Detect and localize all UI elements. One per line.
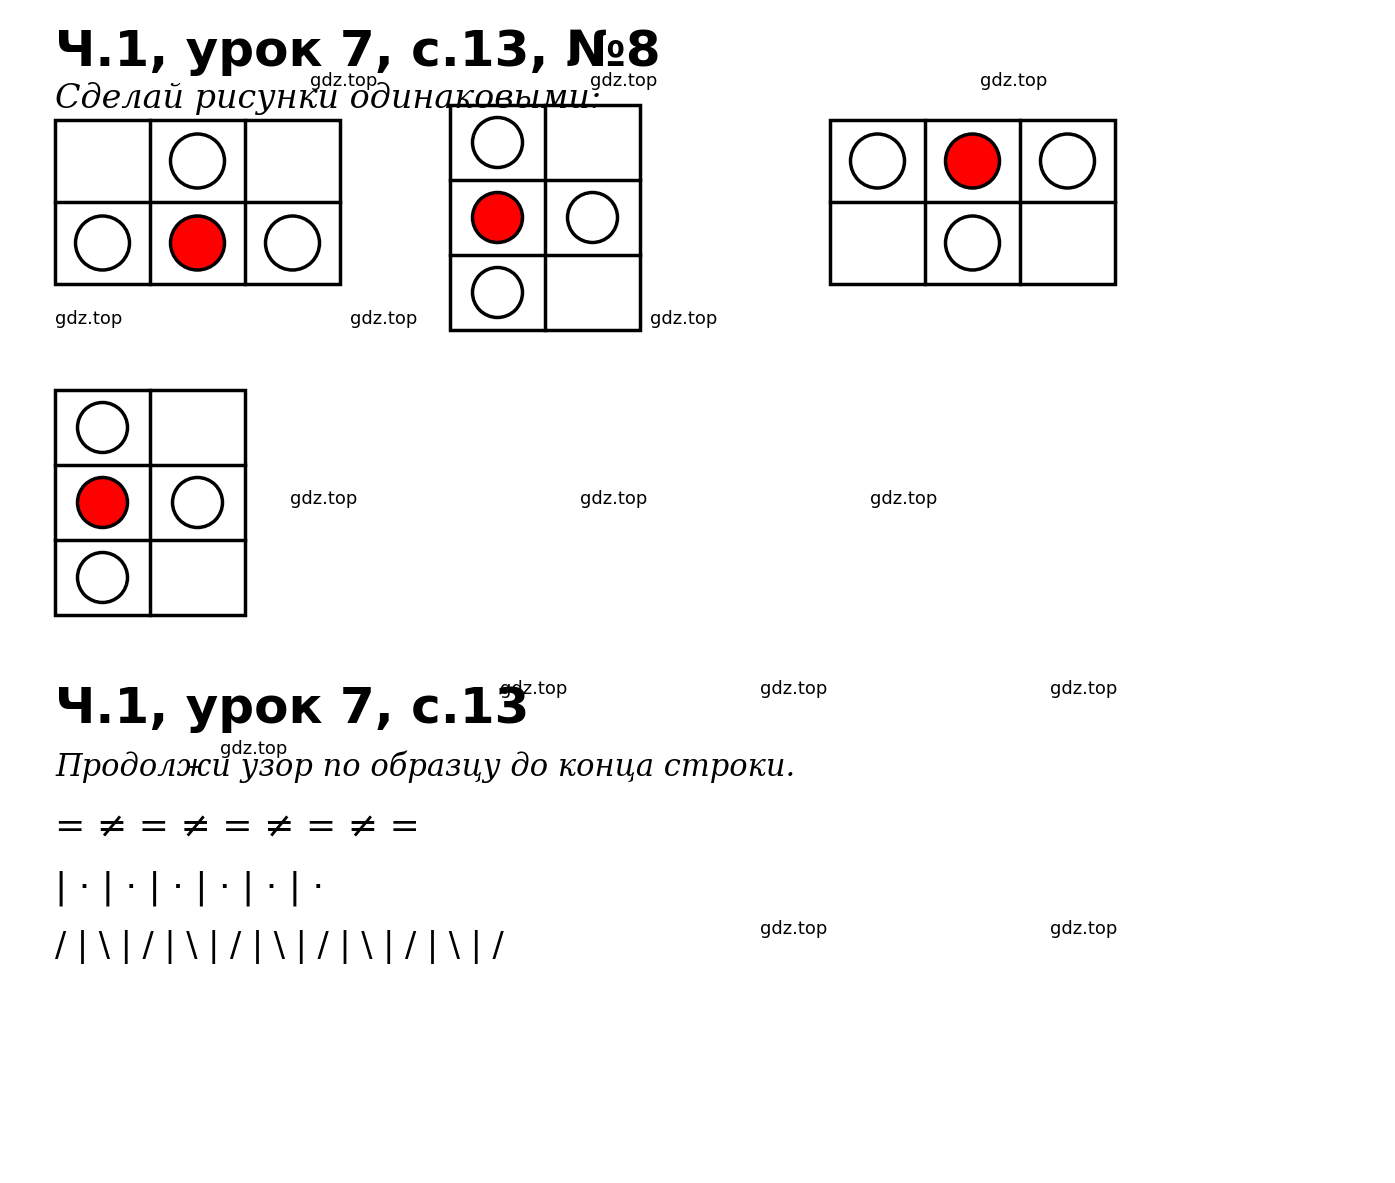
Text: gdz.top: gdz.top [650,310,717,328]
Text: gdz.top: gdz.top [310,72,378,90]
Text: gdz.top: gdz.top [350,310,417,328]
Circle shape [946,134,999,188]
Text: | · | · | · | · | · | ·: | · | · | · | · | · | · [54,870,324,905]
Circle shape [75,216,130,270]
Text: gdz.top: gdz.top [54,310,123,328]
Text: Ч.1, урок 7, с.13, №8: Ч.1, урок 7, с.13, №8 [54,28,661,76]
Text: = ≠ = ≠ = ≠ = ≠ =: = ≠ = ≠ = ≠ = ≠ = [54,810,420,843]
Bar [830,119,1115,284]
Circle shape [173,478,222,528]
Text: Ч.1, урок 7, с.13: Ч.1, урок 7, с.13 [54,685,529,733]
Text: gdz.top: gdz.top [590,72,657,90]
Text: gdz.top: gdz.top [1050,680,1117,698]
Bar [54,390,246,615]
Bar [451,105,640,330]
Circle shape [473,117,523,168]
Circle shape [78,478,127,528]
Circle shape [473,193,523,243]
Text: gdz.top: gdz.top [499,680,568,698]
Text: gdz.top: gdz.top [580,490,647,508]
Circle shape [851,134,904,188]
Circle shape [946,216,999,270]
Circle shape [78,552,127,602]
Text: gdz.top: gdz.top [760,920,827,938]
Text: gdz.top: gdz.top [870,490,937,508]
Circle shape [473,267,523,317]
Circle shape [170,216,225,270]
Text: gdz.top: gdz.top [981,72,1048,90]
Circle shape [568,193,618,243]
Bar [54,119,340,284]
Circle shape [78,402,127,453]
Text: gdz.top: gdz.top [1050,920,1117,938]
Circle shape [265,216,319,270]
Text: gdz.top: gdz.top [290,490,357,508]
Text: / | \ | / | \ | / | \ | / | \ | / | \ | /: / | \ | / | \ | / | \ | / | \ | / | \ | … [54,930,504,964]
Text: Сделай рисунки одинаковыми:: Сделай рисунки одинаковыми: [54,82,601,115]
Text: gdz.top: gdz.top [760,680,827,698]
Circle shape [1041,134,1095,188]
Circle shape [170,134,225,188]
Text: gdz.top: gdz.top [220,741,287,758]
Text: Продолжи узор по образцу до конца строки.: Продолжи узор по образцу до конца строки… [54,750,795,782]
